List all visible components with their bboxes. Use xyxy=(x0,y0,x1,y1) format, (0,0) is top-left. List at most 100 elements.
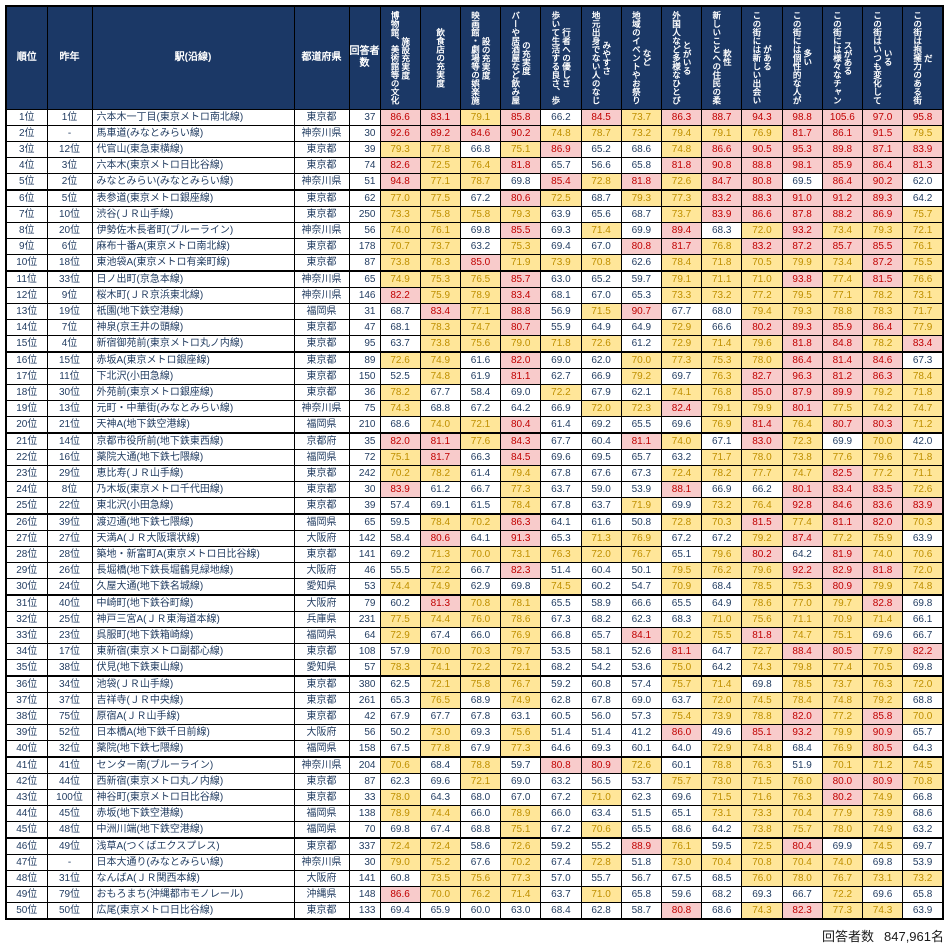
score-cell: 81.8 xyxy=(500,156,542,174)
previous-rank-cell: 5位 xyxy=(46,189,93,207)
score-cell: 80.7 xyxy=(500,318,542,336)
station-cell: 中洲川端(地下鉄空港線) xyxy=(91,820,295,839)
score-cell: 82.0 xyxy=(379,432,421,450)
score-cell: 86.3 xyxy=(861,367,904,385)
score-cell: 77.4 xyxy=(821,270,863,288)
score-cell: 62.9 xyxy=(459,577,502,596)
prefecture-cell: 福岡県 xyxy=(293,820,350,839)
rank-cell: 28位 xyxy=(5,545,48,563)
score-cell: 57.4 xyxy=(620,675,662,693)
score-cell: 79.4 xyxy=(500,464,542,482)
prefecture-cell: 福岡県 xyxy=(293,448,350,466)
score-cell: 72.8 xyxy=(580,853,622,871)
score-cell: 90.2 xyxy=(500,124,542,142)
score-cell: 80.1 xyxy=(781,480,823,498)
score-cell: 65.5 xyxy=(540,594,582,612)
score-cell: 90.9 xyxy=(861,723,904,741)
score-cell: 74.3 xyxy=(861,901,904,920)
previous-rank-cell: 16位 xyxy=(46,448,93,466)
respondents-cell: 87 xyxy=(348,253,381,272)
score-cell: 79.4 xyxy=(741,302,783,320)
score-cell: 68.6 xyxy=(620,140,662,158)
table-row: 10位 18位 東池袋A(東京メトロ有楽町線) 東京都 87 73.8 78.3 85.0 71… xyxy=(5,253,944,272)
score-cell: 50.2 xyxy=(379,723,421,741)
score-cell: 86.6 xyxy=(741,205,783,223)
score-cell: 80.3 xyxy=(861,415,904,434)
table-row: 30位 24位 久屋大通(地下鉄名城線) 愛知県 53 74.4 74.9 62.9 69.8 7… xyxy=(5,577,944,596)
score-cell: 90.5 xyxy=(741,140,783,158)
rank-cell: 34位 xyxy=(5,642,48,660)
score-cell: 79.1 xyxy=(701,124,743,142)
score-cell: 81.7 xyxy=(781,124,823,142)
score-cell: 70.2 xyxy=(379,464,421,482)
score-cell: 78.0 xyxy=(821,820,863,839)
score-cell: 78.8 xyxy=(821,302,863,320)
score-cell: 70.6 xyxy=(379,756,421,774)
respondents-cell: 57 xyxy=(348,658,381,677)
score-cell: 84.3 xyxy=(500,432,542,450)
score-cell: 91.5 xyxy=(861,124,904,142)
score-cell: 60.1 xyxy=(620,739,662,758)
respondents-cell: 30 xyxy=(348,480,381,498)
station-cell: 外苑前(東京メトロ銀座線) xyxy=(91,383,295,401)
score-cell: 67.2 xyxy=(459,189,502,207)
prefecture-cell: 東京都 xyxy=(293,334,350,353)
score-cell: 73.1 xyxy=(500,545,542,563)
score-cell: 79.3 xyxy=(781,302,823,320)
score-cell: 80.6 xyxy=(500,189,542,207)
station-cell: 天神A(地下鉄空港線) xyxy=(91,415,295,434)
prefecture-cell: 神奈川県 xyxy=(293,221,350,239)
score-cell: 93.2 xyxy=(781,723,823,741)
score-cell: 79.0 xyxy=(500,334,542,353)
score-cell: 73.3 xyxy=(660,286,703,304)
score-cell: 53.6 xyxy=(620,658,662,677)
score-cell: 78.4 xyxy=(902,367,944,385)
table-row: 13位 19位 祇園(地下鉄空港線) 福岡県 31 68.7 83.4 77.1 88.8 56.… xyxy=(5,302,944,320)
previous-rank-cell: 44位 xyxy=(46,772,93,790)
score-cell: 79.6 xyxy=(741,334,783,353)
score-cell: 69.9 xyxy=(821,432,863,450)
score-cell: 85.4 xyxy=(540,172,582,191)
score-cell: 60.8 xyxy=(580,675,622,693)
score-cell: 91.0 xyxy=(781,189,823,207)
score-cell: 73.1 xyxy=(701,804,743,822)
score-cell: 79.6 xyxy=(861,448,904,466)
score-cell: 74.4 xyxy=(419,610,461,628)
score-cell: 67.1 xyxy=(701,432,743,450)
score-cell: 69.8 xyxy=(902,658,944,677)
previous-rank-cell: 45位 xyxy=(46,804,93,822)
score-cell: 61.5 xyxy=(459,496,502,515)
score-cell: 73.4 xyxy=(821,253,863,272)
score-cell: 73.8 xyxy=(741,820,783,839)
score-cell: 83.2 xyxy=(741,237,783,255)
table-row: 25位 22位 東北沢(小田急線) 東京都 39 57.4 69.1 61.5 78.4 67.8… xyxy=(5,496,944,515)
score-cell: 66.0 xyxy=(540,804,582,822)
score-cell: 58.4 xyxy=(379,529,421,547)
score-cell: 77.7 xyxy=(741,464,783,482)
respondents-cell: 231 xyxy=(348,610,381,628)
score-cell: 64.2 xyxy=(781,545,823,563)
score-cell: 76.9 xyxy=(821,739,863,758)
score-cell: 75.9 xyxy=(861,529,904,547)
score-cell: 77.9 xyxy=(821,804,863,822)
previous-rank-cell: 2位 xyxy=(46,172,93,191)
score-cell: 86.4 xyxy=(821,172,863,191)
score-cell: 74.0 xyxy=(861,545,904,563)
score-cell: 94.8 xyxy=(379,172,421,191)
prefecture-cell: 神奈川県 xyxy=(293,270,350,288)
rank-cell: 15位 xyxy=(5,334,48,353)
score-cell: 98.8 xyxy=(781,108,823,126)
score-cell: 74.7 xyxy=(459,318,502,336)
score-cell: 52.5 xyxy=(379,367,421,385)
table-row: 2位 - 馬車道(みなとみらい線) 神奈川県 30 92.6 89.2 84.6 90.2 74.… xyxy=(5,124,944,142)
previous-rank-cell: 29位 xyxy=(46,464,93,482)
score-cell: 75.1 xyxy=(379,448,421,466)
score-cell: 71.8 xyxy=(540,334,582,353)
score-cell: 68.4 xyxy=(540,901,582,920)
previous-rank-cell: - xyxy=(46,124,93,142)
score-cell: 72.1 xyxy=(459,772,502,790)
score-cell: 61.9 xyxy=(459,367,502,385)
station-cell: 代官山(東急東横線) xyxy=(91,140,295,158)
score-cell: 76.7 xyxy=(500,675,542,693)
score-cell: 71.8 xyxy=(701,253,743,272)
